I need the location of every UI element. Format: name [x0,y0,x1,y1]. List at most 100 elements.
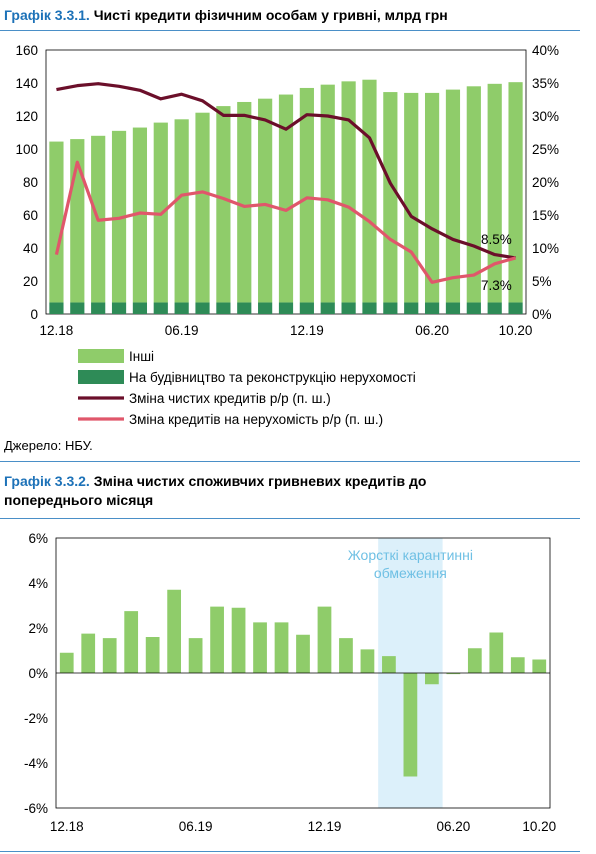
chart2-band-label-line2: обмеження [374,565,447,581]
chart1-y-left-tick-label: 0 [30,307,38,322]
chart1-bar-other [174,119,189,303]
chart1-y-left-tick-label: 100 [15,142,38,157]
chart2-x-tick-label: 12.19 [308,819,342,834]
chart1-bar-construction [341,302,356,314]
chart1-x-tick-label: 06.19 [165,323,199,338]
chart1-bar-other [320,84,335,303]
chart1-bar-construction [466,302,481,314]
chart2-y-tick-label: 0% [28,666,48,681]
chart2-svg: Жорсткі карантинні обмеження 6% 4% 2% 0% -2% -4… [24,531,556,834]
chart1-bar-other [404,92,419,303]
chart2-y-tick-label: 6% [28,531,48,546]
chart1-y-left-tick-label: 40 [23,241,38,256]
chart2-y-tick-label: 4% [28,576,48,591]
chart2-bar [446,673,461,675]
chart2-bar [489,632,504,673]
chart2-bar [510,657,525,673]
chart2-title-rule [0,518,580,519]
chart1-bar-construction [278,302,294,314]
chart1-y-right-tick-label: 10% [532,241,559,256]
chart2-y-tick-label: -6% [24,801,48,816]
chart1-bar-other [49,141,64,303]
chart2-bottom-rule [0,851,580,852]
chart2-bar [274,622,289,673]
chart2-bar [210,606,224,673]
chart2-bar [532,659,547,673]
chart1-line-mortgage-change [54,160,517,284]
chart1-line-net-change [56,82,516,260]
chart1-legend-label: Інші [129,349,154,364]
chart2-bar [59,652,74,673]
chart2-bar [81,633,96,673]
chart2-bar [360,649,375,673]
chart2-bar [188,638,203,673]
chart1-bar-other [383,92,398,303]
chart2-band-label-line1: Жорсткі карантинні [348,547,473,563]
chart1-legend-label: Зміна кредитів на нерухомість р/р (п. ш.… [129,412,383,427]
chart1-title: Графік 3.3.1. Чисті кредити фізичним осо… [4,6,448,25]
chart1-bar-construction [508,302,523,314]
chart1-bar-other [445,89,461,303]
chart1-y-right-tick-label: 40% [532,43,559,58]
chart2-bar [403,673,418,777]
chart1-bar-other [237,101,252,303]
chart1-bar-other [466,86,481,303]
chart1-x-tick-label: 12.18 [40,323,74,338]
chart1-y-left-tick-label: 60 [23,208,38,223]
chart1-bar-other [278,94,294,303]
chart2-title: Графік 3.3.2. Зміна чистих споживчих гри… [4,472,426,510]
chart1-title-rule [0,30,580,31]
chart1-y-right-tick-label: 30% [532,109,559,124]
chart1-y-left-tick-label: 160 [15,43,38,58]
chart1-bar-other [424,92,440,303]
chart1-legend-swatch [78,349,124,363]
chart1-bar-construction [487,302,502,314]
chart1-bar-other [341,81,356,303]
chart2-y-tick-label: -4% [24,756,48,771]
chart2-title-number: Графік 3.3.2. [4,473,90,489]
chart2-y-tick-label: 2% [28,621,48,636]
chart1-bar-construction [70,302,85,314]
chart1-legend-swatch [78,370,124,384]
chart2-bar [467,648,482,673]
chart2-bar [231,607,246,673]
chart2-bar [102,638,117,673]
chart1-y-right-tick-label: 0% [532,307,552,322]
chart2-bar [253,622,267,673]
chart1-bar-construction [195,302,210,314]
chart1-bar-construction [258,302,273,314]
chart2-top-rule [0,461,580,462]
chart2-bar [382,656,396,673]
chart1-bar-construction [49,302,64,314]
chart2-x-tick-label: 06.19 [179,819,213,834]
chart1-y-right-tick-label: 15% [532,208,559,223]
chart1-svg: 0 20 40 60 80 100 120 140 160 0% 5% 10% 15% 20% 25% 30%… [15,43,559,427]
chart1-bar-other [195,112,210,303]
chart2-y-tick-label: -2% [24,711,48,726]
chart1-bar-other [299,87,314,303]
chart2-bar [167,589,182,673]
chart2-title-text-line2: попереднього місяця [4,492,154,508]
chart1-bar-construction [237,302,252,314]
chart1-bar-construction [299,302,314,314]
chart1-bar-construction [174,302,189,314]
chart1-title-number: Графік 3.3.1. [4,7,90,23]
chart2-x-tick-label: 06.20 [436,819,470,834]
chart2-bar [124,611,139,673]
chart1-source: Джерело: НБУ. [4,438,93,453]
chart1-bar-other [216,106,231,303]
chart1-bar-construction [153,302,168,314]
chart1-annotation-net: 8.5% [481,232,512,247]
chart1-bar-construction [383,302,398,314]
chart1-legend-label: На будівництво та реконструкцію нерухомо… [129,370,416,385]
chart2-bar [317,606,332,673]
chart2-title-text-line1: Зміна чистих споживчих гривневих кредиті… [93,473,427,489]
chart2-x-tick-label: 10.20 [522,819,556,834]
chart1-bar-other [132,127,148,303]
chart2-bar [339,638,353,673]
chart1-bar-construction [404,302,419,314]
chart1-legend-label: Зміна чистих кредитів р/р (п. ш.) [129,391,331,406]
chart1-bar-construction [362,302,377,314]
chart1-y-left-tick-label: 80 [23,175,38,190]
chart2-bar [296,634,310,673]
